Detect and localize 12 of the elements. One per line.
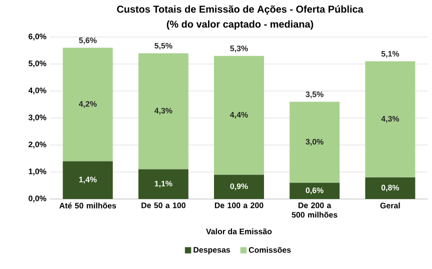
bar [365,61,416,178]
bar [214,56,264,175]
bar [138,53,188,170]
bar [365,177,416,199]
bar [214,174,264,199]
bar [138,169,188,199]
chart-title: Custos Totais de Emissão de Ações - Oferta Pública [117,5,364,15]
bar [62,161,113,199]
bar [62,48,113,162]
chart-subtitle: (% do valor captado - mediana) [166,20,314,30]
bar [290,182,340,199]
bar [290,102,340,183]
